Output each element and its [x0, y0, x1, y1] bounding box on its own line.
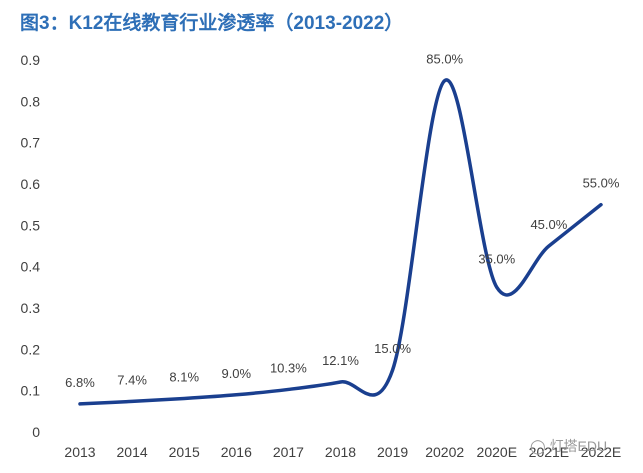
x-axis-ticks: 2013 2014 2015 2016 2017 2018 2019 20202 2020E 20…	[64, 444, 621, 460]
x-tick-label: 2022E	[581, 444, 621, 460]
data-label: 9.0%	[221, 366, 251, 381]
y-tick-label: 0.2	[21, 341, 41, 357]
y-tick-label: 0.9	[21, 52, 41, 68]
x-tick-label: 2017	[273, 444, 304, 460]
y-axis-ticks: 0 0.1 0.2 0.3 0.4 0.5 0.6 0.7 0.8 0.9	[21, 52, 41, 440]
y-tick-label: 0.1	[21, 383, 41, 399]
data-label: 55.0%	[583, 176, 620, 191]
data-label: 8.1%	[169, 370, 199, 385]
y-tick-label: 0.3	[21, 300, 41, 316]
data-label: 45.0%	[530, 217, 567, 232]
x-tick-label: 20202	[425, 444, 464, 460]
x-tick-label: 2020E	[477, 444, 517, 460]
y-tick-label: 0.6	[21, 176, 41, 192]
series-group	[78, 78, 603, 406]
x-tick-label: 2018	[325, 444, 356, 460]
watermark-text: ◯ 灯塔EDU	[530, 436, 607, 456]
data-label: 85.0%	[426, 52, 463, 67]
y-tick-label: 0.4	[21, 259, 41, 275]
x-tick-label: 2013	[64, 444, 95, 460]
x-tick-label: 2019	[377, 444, 408, 460]
data-label: 35.0%	[478, 251, 515, 266]
data-label: 12.1%	[322, 353, 359, 368]
x-tick-label: 2015	[169, 444, 200, 460]
chart-title: 图3：K12在线教育行业渗透率（2013-2022）	[20, 13, 404, 34]
y-tick-label: 0	[32, 424, 40, 440]
series-line	[78, 78, 603, 406]
data-label: 15.0%	[374, 341, 411, 356]
y-tick-label: 0.5	[21, 217, 41, 233]
x-tick-label: 2016	[221, 444, 252, 460]
x-tick-label: 2021E	[529, 444, 569, 460]
y-tick-label: 0.8	[21, 93, 41, 109]
data-label: 7.4%	[117, 372, 147, 387]
data-labels: 6.8% 7.4% 8.1% 9.0% 10.3% 12.1% 15.0% 85.0% 35.0…	[65, 52, 620, 390]
data-label: 6.8%	[65, 375, 95, 390]
wechat-icon: ◯	[530, 438, 546, 454]
watermark-label: 灯塔EDU	[549, 438, 608, 454]
data-label: 10.3%	[270, 360, 307, 375]
x-tick-label: 2014	[117, 444, 148, 460]
y-tick-label: 0.7	[21, 135, 41, 151]
